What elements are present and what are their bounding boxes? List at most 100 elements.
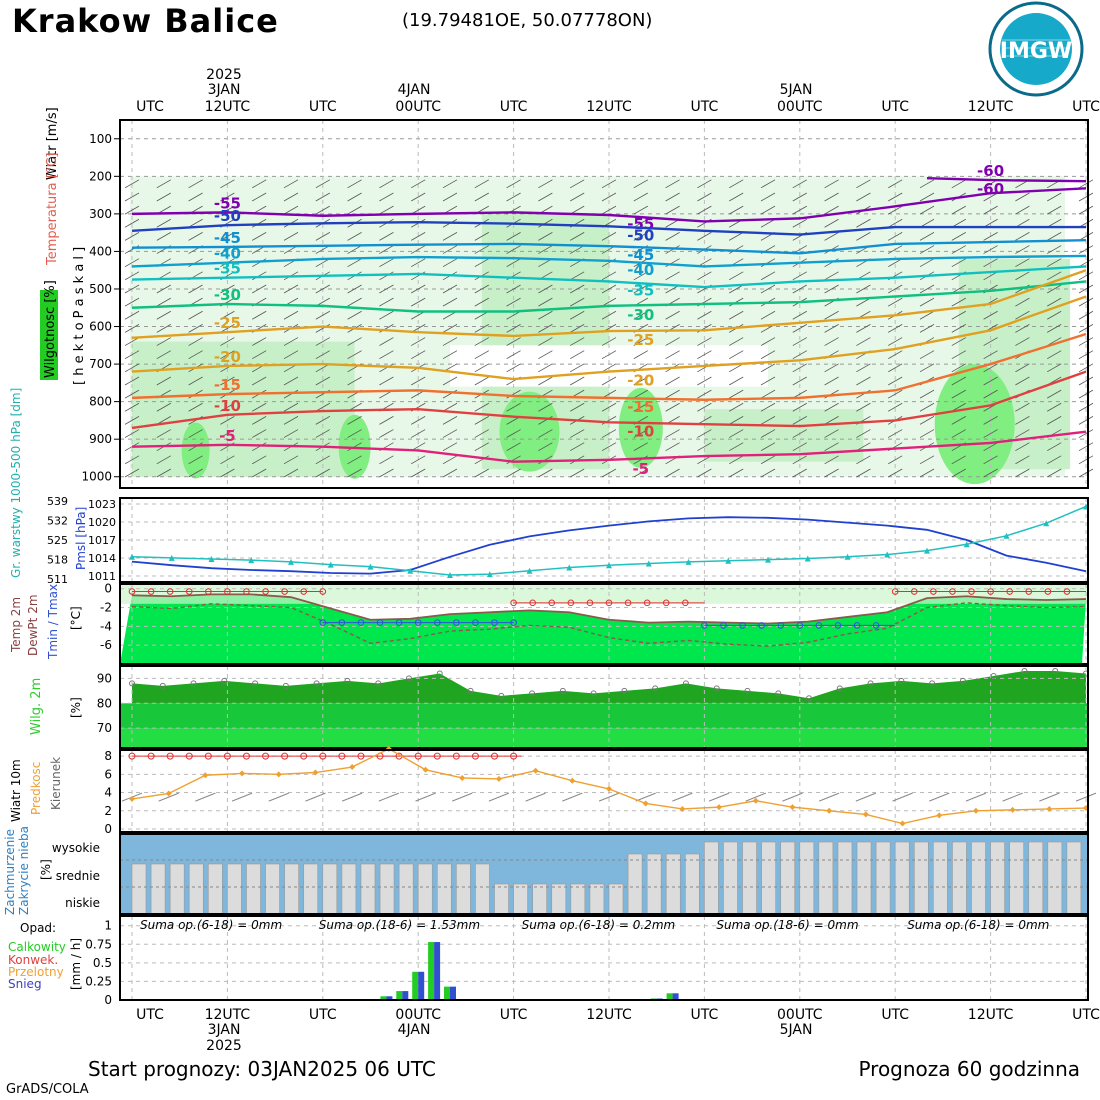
wind-barb bbox=[1015, 324, 1030, 333]
wind-barb bbox=[824, 271, 839, 281]
tmax-marker bbox=[319, 588, 327, 595]
thickness-marker bbox=[685, 558, 692, 565]
wind-barb bbox=[379, 310, 394, 320]
thickness-marker bbox=[447, 572, 453, 578]
wind-barb bbox=[506, 258, 521, 268]
isotherm-line bbox=[131, 295, 1087, 381]
wind-barb bbox=[283, 350, 299, 360]
wind-barb bbox=[919, 192, 935, 202]
wind-barb bbox=[919, 232, 935, 241]
tmax-marker bbox=[262, 588, 269, 595]
wind-barb bbox=[633, 442, 648, 452]
rh-unit-label: [%] bbox=[69, 697, 83, 718]
wind-barb bbox=[888, 389, 903, 399]
wind-barb bbox=[570, 350, 585, 360]
wind-barb bbox=[156, 297, 171, 307]
wind-speed-marker bbox=[569, 777, 576, 784]
gust-marker bbox=[128, 752, 136, 760]
wind-barb bbox=[1047, 232, 1062, 241]
wind-barb bbox=[888, 376, 903, 386]
wind-barb bbox=[729, 389, 744, 399]
bottom-time-tick-label: UTC bbox=[500, 1007, 528, 1023]
precip-sum-label: Suma op.(6-18) = 0mm bbox=[140, 918, 282, 932]
wind-barb bbox=[633, 179, 648, 189]
wind-barb bbox=[252, 442, 267, 452]
wind-barb bbox=[856, 468, 871, 478]
wind-barb bbox=[411, 297, 426, 307]
wind-barb bbox=[188, 376, 203, 386]
wind-tick-label: 8 bbox=[104, 749, 112, 763]
gust-marker bbox=[300, 752, 308, 760]
wind-barb bbox=[697, 337, 712, 346]
station-coordinates: (19.79481OE, 50.07778ON) bbox=[402, 10, 653, 31]
wind-barb bbox=[633, 429, 648, 438]
wind-barb bbox=[124, 218, 140, 228]
wind-direction-barb bbox=[929, 792, 950, 802]
cloud-column bbox=[589, 883, 605, 915]
cloud-column bbox=[475, 863, 490, 915]
wind-barb bbox=[729, 337, 744, 346]
wind-speed-marker bbox=[312, 769, 319, 776]
wind-barb bbox=[411, 284, 426, 294]
credit-text: GrADS/COLA bbox=[6, 1082, 89, 1097]
tmax-marker bbox=[529, 599, 536, 607]
wind-barb bbox=[1078, 455, 1094, 465]
wind-barb bbox=[156, 192, 171, 202]
precip-title: Opad: bbox=[20, 921, 56, 935]
tmax-marker bbox=[185, 588, 193, 595]
tmax-marker bbox=[1025, 588, 1033, 595]
wind-barb bbox=[665, 271, 680, 281]
wind-barb bbox=[1078, 310, 1094, 320]
wind-barb bbox=[315, 337, 330, 346]
wind-barb bbox=[601, 284, 617, 294]
wind-barb bbox=[538, 350, 553, 360]
wind-barb bbox=[697, 179, 712, 189]
humidity-shade bbox=[132, 341, 355, 477]
isotherm-label: -45 bbox=[214, 229, 241, 247]
top-time-axis: UTC 12UTC UTC 00UTC UTC 12UTC UTC 00UTC UTC 12UTC… bbox=[136, 67, 1100, 115]
wind-barb bbox=[474, 324, 489, 333]
wind-barb bbox=[888, 284, 903, 294]
rh-tick-label: 80 bbox=[97, 696, 112, 710]
wind-barb bbox=[601, 179, 617, 189]
thickness-tick-label: 525 bbox=[47, 534, 68, 547]
humidity-shade-dark bbox=[181, 422, 210, 479]
wind-barb bbox=[188, 389, 203, 399]
wind-barb bbox=[665, 205, 680, 215]
isotherm-label: -35 bbox=[627, 281, 654, 299]
wind-barb bbox=[442, 284, 458, 294]
wind-barb bbox=[379, 258, 394, 268]
wind-barb bbox=[1047, 284, 1062, 294]
panel-frame bbox=[119, 749, 1089, 833]
rh-marker bbox=[129, 680, 135, 687]
rh-area bbox=[132, 670, 1086, 704]
wind-barb bbox=[760, 416, 776, 425]
gust-marker bbox=[204, 752, 212, 760]
wind-barb bbox=[601, 337, 617, 346]
wind-barb bbox=[983, 245, 998, 254]
thickness-axis-label: Gr. warstwy 1000-500 hPa [dm] bbox=[9, 388, 23, 578]
isotherm-label: -30 bbox=[627, 306, 654, 324]
wind-barb bbox=[283, 284, 299, 294]
wind-barb bbox=[156, 179, 171, 189]
tmax-marker bbox=[166, 588, 174, 595]
wind-barb bbox=[1078, 192, 1094, 202]
wind-barb bbox=[888, 205, 903, 215]
thickness-marker bbox=[765, 556, 771, 563]
tmin-marker bbox=[739, 622, 746, 629]
wind-barb bbox=[347, 179, 362, 189]
wind-direction-barb bbox=[855, 792, 877, 802]
side-labels: Gr. warstwy 1000-500 hPa [dm] Pmsl [hPa]… bbox=[3, 388, 100, 991]
wind-barb bbox=[760, 402, 776, 412]
temp-area-light bbox=[121, 585, 1087, 604]
wind-barb bbox=[347, 429, 362, 438]
wind-barb bbox=[824, 468, 839, 478]
thickness-marker bbox=[526, 567, 533, 574]
wind-barb bbox=[570, 245, 585, 254]
wind-barb bbox=[315, 284, 330, 294]
wind-barb bbox=[1015, 192, 1030, 202]
wind-barb bbox=[283, 310, 299, 320]
gust-marker bbox=[223, 752, 231, 760]
wind-barb bbox=[411, 429, 426, 438]
wind-barb bbox=[633, 389, 648, 399]
